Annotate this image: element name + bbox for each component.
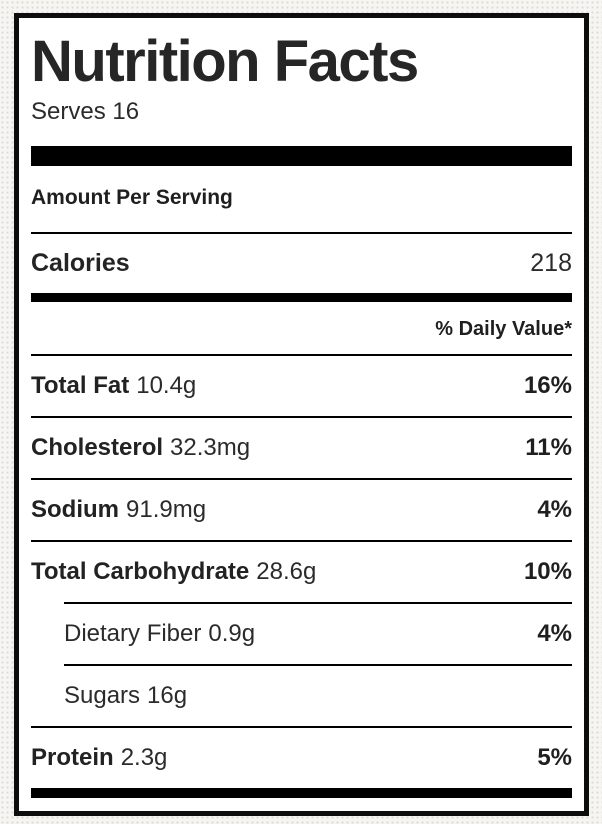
nutrient-amount: 0.9g <box>208 620 256 647</box>
amount-per-serving-header: Amount Per Serving <box>31 186 233 209</box>
nutrient-daily-value: 5% <box>537 744 572 771</box>
calories-value: 218 <box>530 249 572 277</box>
nutrient-row-sugars: Sugars 16g <box>64 664 572 726</box>
nutrient-amount: 91.9mg <box>126 496 207 523</box>
nutrient-daily-value: 4% <box>537 496 572 523</box>
thick-separator-bottom <box>31 788 572 798</box>
nutrient-amount: 28.6g <box>256 558 317 585</box>
thick-separator-top <box>31 146 572 166</box>
nutrient-row-dietary-fiber: Dietary Fiber 0.9g 4% <box>64 602 572 664</box>
nutrient-amount: 2.3g <box>120 744 168 771</box>
nutrient-row-total-carbohydrate: Total Carbohydrate 28.6g 10% <box>31 540 572 602</box>
nutrient-row-cholesterol: Cholesterol 32.3mg 11% <box>31 416 572 478</box>
label-title: Nutrition Facts <box>31 29 419 94</box>
nutrient-row-total-fat: Total Fat 10.4g 16% <box>31 354 572 416</box>
nutrient-amount: 10.4g <box>136 372 197 399</box>
nutrient-row-protein: Protein 2.3g 5% <box>31 726 572 788</box>
nutrient-amount: 16g <box>147 682 188 709</box>
nutrient-daily-value: 16% <box>523 372 572 399</box>
nutrient-name: Total Carbohydrate <box>31 558 250 585</box>
nutrient-daily-value: 11% <box>525 434 572 461</box>
nutrition-label: Nutrition Facts Serves 16 Amount Per Ser… <box>14 13 589 816</box>
nutrient-name: Cholesterol <box>31 434 164 461</box>
serving-info: Serves 16 <box>31 98 140 125</box>
nutrient-name: Protein <box>31 744 114 771</box>
nutrient-row-sodium: Sodium 91.9mg 4% <box>31 478 572 540</box>
nutrient-daily-value: 10% <box>523 558 572 585</box>
calories-row: Calories 218 <box>31 232 572 293</box>
nutrient-name: Dietary Fiber <box>64 620 202 647</box>
nutrient-daily-value: 4% <box>537 620 572 647</box>
daily-value-header: % Daily Value* <box>435 318 572 340</box>
nutrient-name: Sodium <box>31 496 119 523</box>
nutrient-name: Total Fat <box>31 372 130 399</box>
nutrient-amount: 32.3mg <box>170 434 251 461</box>
nutrient-name: Sugars <box>64 682 141 709</box>
medium-separator <box>31 293 572 302</box>
label-content: Nutrition Facts Serves 16 Amount Per Ser… <box>26 33 577 798</box>
calories-label: Calories <box>31 249 130 277</box>
